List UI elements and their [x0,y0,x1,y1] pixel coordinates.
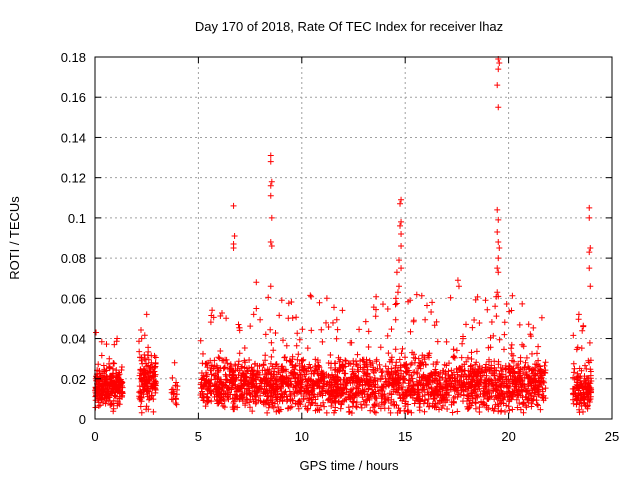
peak-point [495,239,502,246]
peak-point [586,265,593,272]
y-tick-label: 0.14 [61,130,86,145]
peak-point [455,283,462,290]
peak-point [495,66,502,73]
peak-point [495,104,502,111]
peak-point [267,283,274,290]
peak-point [586,204,593,211]
chart-title: Day 170 of 2018, Rate Of TEC Index for r… [195,19,503,34]
peak-point [495,293,502,300]
y-tick-label: 0.16 [61,90,86,105]
peak-point [494,228,501,235]
peak-point [392,295,399,302]
x-tick-label: 25 [605,429,619,444]
peak-point [397,222,404,229]
peak-point [143,311,150,318]
peak-point [268,214,275,221]
peak-point [495,255,502,262]
x-tick-labels: 0 5 10 15 20 25 [91,429,619,444]
peak-point [494,206,501,213]
y-tick-label: 0.06 [61,291,86,306]
peak-point [586,249,593,256]
peak-point [495,269,502,276]
peak-point [495,216,502,223]
y-tick-label: 0.1 [68,211,86,226]
peak-point [267,192,274,199]
y-axis-label: ROTI / TECUs [7,196,22,280]
peak-point [398,196,405,203]
peak-point [230,245,237,252]
peak-point [397,200,404,207]
peak-point [494,265,501,272]
peak-point [575,311,582,318]
x-tick-label: 5 [195,429,202,444]
peak-point [230,202,237,209]
peak-point [494,289,501,296]
peak-point [253,279,260,286]
peak-point [267,152,274,159]
plot-frame [94,56,613,420]
peak-point [586,214,593,221]
peak-point [394,289,401,296]
y-tick-label: 0 [79,412,86,427]
peak-point [268,178,275,185]
peak-point [395,257,402,264]
y-tick-label: 0.18 [61,50,86,65]
y-tick-label: 0.04 [61,332,86,347]
peak-point [429,299,436,306]
peak-point [496,60,503,67]
peak-point [393,269,400,276]
peak-point [398,230,405,237]
peak-point [395,283,402,290]
peak-point [267,239,274,246]
peak-point [268,243,275,250]
peak-point [496,245,503,252]
peak-point [587,245,594,252]
scatter-markers [92,291,595,416]
peak-point [398,218,405,225]
peak-point [587,283,594,290]
peak-point [398,265,405,272]
x-tick-label: 0 [91,429,98,444]
y-tick-label: 0.02 [61,372,86,387]
x-tick-label: 20 [501,429,515,444]
y-tick-label: 0.12 [61,171,86,186]
peak-point [267,182,274,189]
grid-lines [95,57,612,419]
peak-point [231,232,238,239]
peak-point [398,243,405,250]
axis-ticks [94,56,613,420]
x-axis-label: GPS time / hours [300,458,399,473]
peak-point [494,82,501,89]
peak-point [267,158,274,165]
peak-point [171,359,178,366]
y-tick-label: 0.08 [61,251,86,266]
data-points [92,56,595,416]
peak-point [454,277,461,284]
x-tick-label: 10 [295,429,309,444]
peak-point [93,329,100,336]
y-tick-labels: 0 0.02 0.04 0.06 0.08 0.1 0.12 0.14 0.16 0.18 [61,50,86,427]
x-tick-label: 15 [398,429,412,444]
